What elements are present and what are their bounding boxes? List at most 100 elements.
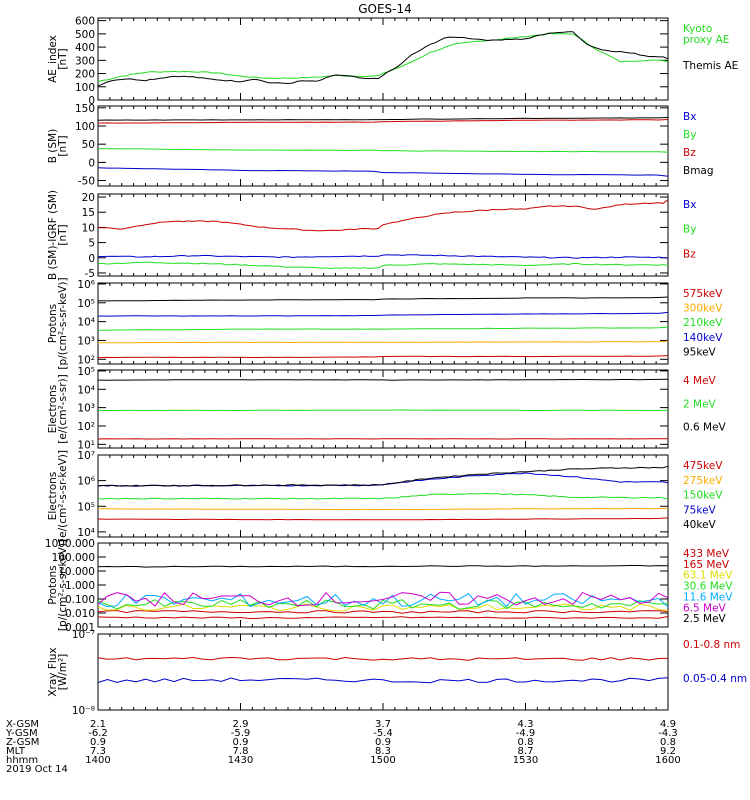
legend-entry: 165 MeV (683, 559, 730, 571)
y-tick-label: 200 (75, 69, 95, 81)
legend-entry: 275keV (683, 475, 723, 487)
series-line (97, 167, 669, 177)
y-tick-label: 10⁶ (77, 279, 95, 291)
y-axis-label: [W/m²] (57, 654, 69, 691)
x-row-value: 0.8 (660, 737, 676, 748)
legend-entry: Bz (683, 147, 696, 159)
legend-entry: Kyoto (683, 23, 712, 35)
y-tick-label: 10⁻⁸ (72, 705, 95, 717)
y-tick-label: 0.010 (65, 608, 95, 620)
y-axis-label: [e/(cm²-s-sr)] (57, 374, 69, 443)
legend-entry: 575keV (683, 288, 723, 300)
y-tick-label: 10⁻⁷ (72, 629, 95, 641)
legend-entry: Bx (683, 111, 696, 123)
y-tick-label: -5 (85, 268, 95, 280)
legend-entry: 300keV (683, 303, 723, 315)
legend-entry: 0.6 MeV (683, 422, 727, 434)
x-row-value: 2.9 (233, 719, 249, 730)
x-row-value: -5.4 (373, 728, 393, 739)
y-tick-label: 10³ (77, 403, 95, 415)
legend-entry: 0.1-0.8 nm (683, 639, 740, 651)
x-row-value: 0.9 (90, 737, 106, 748)
y-tick-label: 10¹ (77, 439, 95, 451)
x-row-label: Y-GSM (5, 728, 38, 739)
y-tick-label: 10⁵ (77, 366, 95, 378)
y-tick-label: 10⁶ (77, 476, 95, 488)
y-tick-label: 100 (75, 121, 95, 133)
legend-entry: 95keV (683, 346, 717, 358)
series-line (97, 565, 669, 568)
legend-entry: 30.6 MeV (683, 581, 733, 593)
y-tick-label: 10.000 (58, 566, 95, 578)
x-row-value: 1400 (85, 755, 110, 766)
y-axis-label: Protons (47, 304, 59, 343)
y-tick-label: 15 (82, 207, 95, 219)
y-tick-label: 0 (88, 253, 95, 265)
panel-frame (97, 542, 669, 628)
series-line (97, 599, 669, 610)
legend-entry: Themis AE (682, 60, 738, 72)
x-row-value: 1600 (655, 755, 680, 766)
y-tick-label: 400 (75, 42, 95, 54)
legend-entry: 11.6 MeV (683, 591, 733, 603)
series-line (97, 472, 669, 487)
x-row-value: 4.9 (660, 719, 676, 730)
legend-entry: 433 MeV (683, 548, 730, 560)
panel-frame (97, 633, 669, 711)
y-tick-label: 0.100 (65, 594, 95, 606)
y-tick-label: 10⁷ (77, 450, 95, 462)
legend-entry: 4 MeV (683, 375, 717, 387)
legend-entry: By (683, 129, 696, 141)
series-line (97, 656, 669, 661)
y-tick-label: 10⁴ (77, 384, 95, 396)
y-tick-label: 10² (77, 421, 95, 433)
series-line (97, 254, 669, 259)
y-axis-label: B (SM)-IGRF (SM) (47, 190, 59, 280)
legend-entry: 2 MeV (683, 398, 717, 410)
series-line (98, 261, 669, 270)
legend-entry: 75keV (683, 504, 717, 516)
panel-frame (97, 454, 669, 538)
series-line (98, 507, 669, 511)
x-row-label: hhmm (6, 755, 38, 766)
y-tick-label: 100.000 (52, 552, 95, 564)
x-row-label: X-GSM (6, 719, 39, 730)
y-tick-label: 10³ (77, 335, 95, 347)
x-row-value: 3.7 (375, 719, 391, 730)
series-line (97, 378, 669, 381)
x-row-value: 7.8 (233, 746, 249, 757)
series-line (97, 119, 669, 124)
series-line (97, 593, 669, 608)
series-line (97, 409, 668, 412)
y-tick-label: 10² (77, 354, 95, 366)
y-tick-label: 10⁵ (77, 501, 95, 513)
panel-frame (97, 282, 669, 365)
x-row-value: -6.2 (88, 728, 108, 739)
series-line (97, 465, 669, 487)
legend-entry: 6.5 MeV (683, 602, 727, 614)
y-tick-label: 0 (88, 95, 95, 107)
y-tick-label: 600 (75, 16, 95, 28)
legend-entry: 475keV (683, 460, 723, 472)
y-tick-label: 10⁵ (77, 298, 95, 310)
panel-frame (97, 369, 669, 449)
series-line (97, 31, 669, 87)
y-axis-label: AE_index (47, 35, 59, 83)
y-tick-label: 150 (75, 103, 95, 115)
legend-entry: Bmag (683, 165, 714, 177)
series-line (97, 609, 669, 614)
series-line (97, 116, 669, 121)
series-line (97, 355, 669, 359)
series-line (97, 517, 669, 521)
legend-entry: 150keV (683, 490, 723, 502)
y-axis-label: Protons (47, 565, 59, 604)
x-row-value: 7.3 (90, 746, 106, 757)
y-tick-label: 1.000 (65, 580, 95, 592)
series-line (97, 492, 669, 500)
x-row-label: 2019 Oct 14 (6, 764, 68, 775)
series-line (97, 340, 669, 344)
legend-entry: 210keV (683, 317, 723, 329)
y-axis-label: [nT] (57, 135, 69, 156)
series-line (98, 326, 669, 331)
